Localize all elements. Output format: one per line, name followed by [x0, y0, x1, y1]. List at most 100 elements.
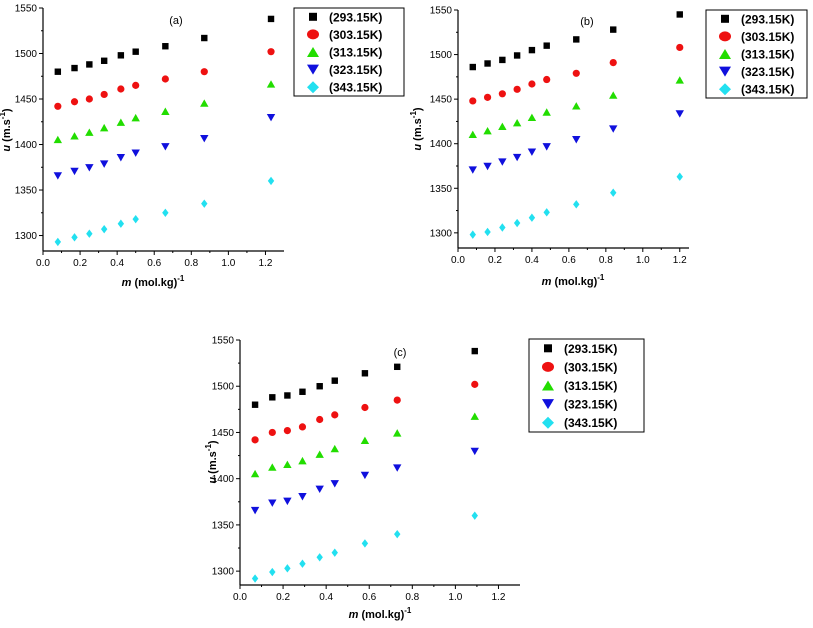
x-tick-label: 0.0	[451, 255, 465, 266]
x-axis-label-unit: (mol.kg)	[551, 276, 597, 288]
data-point	[469, 230, 476, 239]
data-point	[675, 110, 684, 118]
data-point	[316, 415, 324, 424]
data-point	[572, 69, 580, 77]
data-point	[330, 444, 339, 453]
data-point	[527, 113, 537, 122]
x-tick-label: 0.4	[525, 255, 539, 266]
y-tick-label: 1500	[15, 49, 38, 60]
data-point	[117, 219, 125, 228]
data-point	[360, 436, 370, 444]
x-tick-label: 0.6	[562, 255, 576, 266]
y-tick-label: 1550	[212, 336, 235, 347]
data-point	[117, 85, 125, 93]
data-point	[498, 122, 507, 130]
data-point	[610, 26, 617, 33]
x-axis-label: m (mol.kg)-1	[542, 273, 605, 288]
y-axis-label: u (m.s-1)	[0, 108, 13, 152]
x-tick-label: 0.0	[36, 258, 50, 269]
series-5	[251, 511, 478, 583]
data-point	[609, 125, 618, 133]
x-axis-label: m (mol.kg)-1	[122, 274, 185, 289]
data-point	[71, 233, 78, 242]
x-tick-label: 1.0	[636, 255, 650, 266]
data-point	[201, 34, 208, 42]
data-point	[676, 172, 683, 181]
y-axis-label-exponent: -1	[409, 111, 418, 119]
data-point	[100, 57, 108, 64]
legend-marker	[307, 64, 319, 75]
series-3	[250, 412, 479, 478]
data-point	[53, 172, 63, 180]
x-tick-label: 0.2	[488, 255, 502, 266]
x-tick-label: 0.4	[110, 258, 124, 269]
data-point	[573, 200, 580, 209]
data-point	[471, 511, 478, 520]
x-tick-label: 0.8	[405, 592, 419, 603]
data-point	[542, 108, 551, 116]
data-point	[161, 107, 170, 115]
data-point	[676, 43, 684, 52]
series-4	[468, 110, 684, 174]
data-point	[499, 223, 506, 232]
data-point	[71, 64, 78, 72]
legend-label: (343.15K)	[741, 83, 794, 97]
x-axis-label-exponent: -1	[597, 273, 605, 282]
data-point	[267, 48, 275, 56]
data-point	[331, 411, 339, 419]
data-point	[53, 135, 63, 144]
y-axis-label-unit: (m.s	[1, 119, 13, 145]
y-tick-label: 1550	[15, 4, 38, 15]
x-axis-label-exponent: -1	[177, 274, 185, 283]
data-point	[100, 90, 108, 99]
data-point	[86, 61, 93, 68]
data-point	[316, 383, 323, 390]
data-point	[468, 130, 477, 138]
data-point	[269, 394, 276, 401]
series-5	[469, 172, 683, 239]
data-point	[99, 123, 109, 132]
data-point	[250, 469, 260, 478]
data-point	[675, 76, 684, 84]
y-tick-label: 1450	[430, 95, 453, 106]
x-tick-label: 1.0	[448, 592, 462, 603]
data-point	[499, 56, 506, 64]
y-axis-label-symbol: u	[207, 477, 219, 484]
legend-label: (343.15K)	[329, 81, 382, 95]
y-tick-label: 1500	[430, 50, 453, 61]
series-2	[251, 380, 479, 444]
data-point	[513, 85, 521, 93]
x-tick-label: 1.2	[259, 258, 273, 269]
legend-label: (303.15K)	[741, 30, 794, 44]
data-point	[54, 68, 62, 75]
panel-label: (c)	[394, 347, 407, 359]
data-point	[70, 132, 79, 140]
data-point	[528, 46, 536, 54]
y-tick-label: 1450	[15, 95, 38, 106]
y-axis-label-unit: (m.s	[207, 451, 219, 477]
legend-marker	[542, 416, 554, 429]
data-point	[468, 166, 477, 174]
y-axis-label-close: )	[207, 440, 219, 444]
legend-marker	[719, 66, 731, 77]
legend-marker	[721, 14, 729, 23]
y-tick-label: 1400	[15, 140, 38, 151]
data-point	[542, 143, 551, 151]
panel-label: (a)	[169, 15, 182, 27]
data-point	[283, 497, 292, 506]
legend-label: (313.15K)	[329, 46, 382, 60]
y-tick-label: 1350	[430, 184, 453, 195]
series-4	[250, 447, 479, 515]
data-point	[331, 377, 338, 384]
data-point	[161, 143, 170, 151]
series-1	[251, 347, 478, 408]
legend-marker	[719, 49, 731, 59]
legend: (293.15K) (303.15K) (313.15K) (323.15K) (343…	[528, 338, 645, 433]
legend-label: (293.15K)	[329, 10, 382, 24]
data-point	[676, 11, 683, 18]
data-point	[528, 213, 536, 222]
legend-label: (303.15K)	[564, 360, 617, 374]
data-point	[572, 136, 581, 144]
chart-panel-2: 0.0 0.2 0.4 0.6 0.8 1.0 1.2 1300 1350 1400 1450 150…	[409, 6, 808, 288]
series-4	[53, 114, 276, 180]
